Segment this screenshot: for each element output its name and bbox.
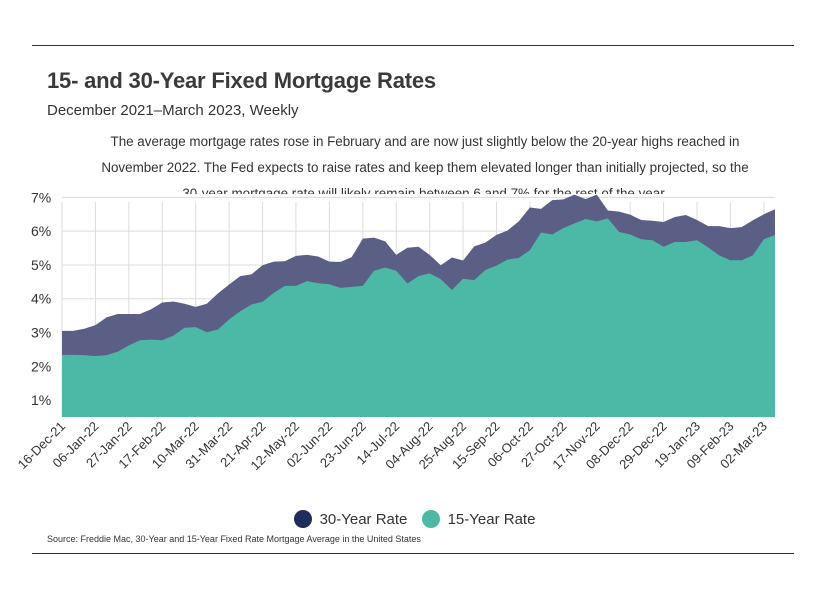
y-tick-label: 6% bbox=[31, 223, 51, 239]
legend-item-30-year[interactable]: 30-Year Rate bbox=[293, 510, 408, 528]
legend-label-15-year: 15-Year Rate bbox=[447, 510, 536, 528]
source-note: Source: Freddie Mac, 30-Year and 15-Year… bbox=[47, 534, 421, 544]
chart-title: 15- and 30-Year Fixed Mortgage Rates bbox=[47, 68, 436, 93]
y-tick-label: 4% bbox=[31, 291, 51, 307]
y-tick-label: 7% bbox=[31, 189, 51, 205]
y-tick-label: 1% bbox=[31, 392, 51, 408]
y-tick-label: 2% bbox=[31, 358, 51, 374]
legend-swatch-30-year bbox=[293, 510, 312, 528]
legend-label-30-year: 30-Year Rate bbox=[319, 510, 408, 528]
legend-swatch-15-year bbox=[421, 510, 440, 528]
area-15-year-rate bbox=[62, 218, 775, 417]
top-rule bbox=[32, 45, 794, 46]
chart-subtitle: December 2021–March 2023, Weekly bbox=[47, 102, 299, 119]
y-tick-label: 5% bbox=[31, 257, 51, 273]
legend-item-15-year[interactable]: 15-Year Rate bbox=[421, 510, 536, 528]
chart-legend: 30-Year Rate 15-Year Rate bbox=[0, 510, 829, 532]
mortgage-rate-chart: 1%2%3%4%5%6%7%16-Dec-2106-Jan-2227-Jan-2… bbox=[15, 189, 775, 473]
bottom-rule bbox=[32, 553, 794, 554]
y-tick-label: 3% bbox=[31, 325, 51, 341]
